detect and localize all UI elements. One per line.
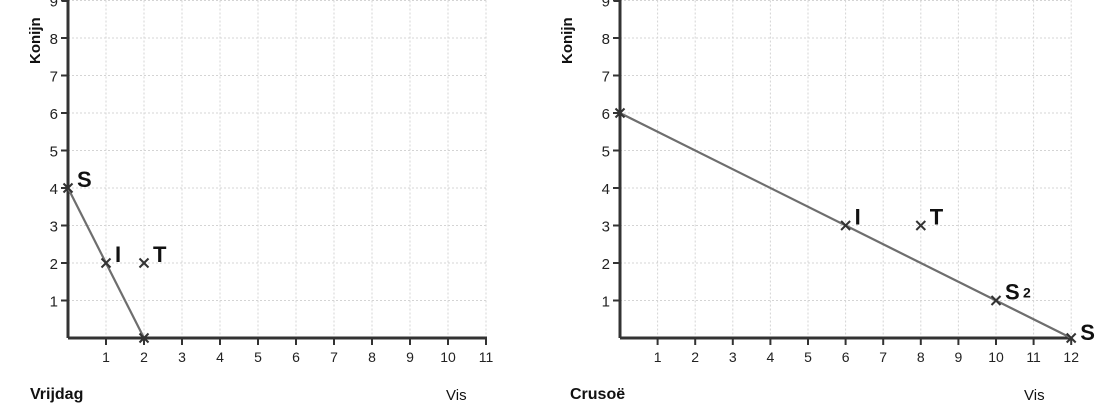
y-tick-label: 9 [602,0,610,11]
data-point [138,332,150,344]
data-point [614,107,626,119]
x-tick-label: 3 [178,349,186,365]
y-tick-label: 3 [602,219,610,236]
y-tick-label: 5 [602,144,610,161]
y-tick-label: 7 [50,69,58,86]
y-tick-label: 2 [602,256,610,273]
point-label: T [153,242,167,267]
y-tick-label: 4 [50,181,58,198]
cross-marker [1065,332,1077,344]
y-tick-label: 6 [50,106,58,123]
y-tick-label: 8 [50,31,58,48]
y-tick-label: 6 [602,106,610,123]
cross-marker [614,107,626,119]
cross-marker [840,220,851,231]
y-axis-label: Konijn [27,17,44,64]
y-tick-label: 9 [50,0,58,11]
x-tick-label: 9 [955,349,963,365]
cross-marker [62,182,74,194]
x-tick-label: 3 [729,349,737,365]
y-tick-label: 7 [602,69,610,86]
point-label: I [855,205,861,230]
y-tick-label: 1 [50,294,58,311]
point-label-subscript: 2 [1023,285,1031,301]
cross-marker [138,257,150,269]
point-label: S [77,167,92,192]
x-tick-label: 5 [804,349,812,365]
x-tick-label: 10 [440,349,456,365]
data-point: I [840,205,861,231]
x-tick-label: 11 [479,349,494,365]
x-tick-label: 6 [292,349,300,365]
data-point: I [100,242,121,269]
y-tick-label: 4 [602,181,610,198]
x-tick-label: 7 [879,349,887,365]
cross-marker [138,332,150,344]
y-tick-label: 3 [50,219,58,236]
x-tick-label: 8 [368,349,376,365]
x-tick-label: 4 [767,349,775,365]
chart-title: Vrijdag [30,386,83,403]
x-axis-label: Vis [1024,387,1045,404]
x-tick-label: 1 [654,349,662,365]
x-tick-label: 4 [216,349,224,365]
cross-marker [990,295,1002,306]
y-axis-label: Konijn [559,17,576,64]
x-tick-label: 7 [330,349,338,365]
cross-marker [915,220,927,231]
x-tick-label: 2 [691,349,699,365]
x-tick-label: 5 [254,349,262,365]
point-label: S [1005,280,1020,305]
x-tick-label: 8 [917,349,925,365]
x-tick-label: 9 [406,349,414,365]
x-tick-label: 11 [1026,349,1041,365]
chart-title: Crusoë [570,386,625,403]
y-tick-label: 1 [602,294,610,311]
x-tick-label: 2 [140,349,148,365]
x-tick-label: 10 [988,349,1004,365]
x-tick-label: 6 [842,349,850,365]
data-point: T [138,242,167,269]
data-point: S [1065,320,1095,345]
y-tick-label: 2 [50,256,58,273]
point-label: I [115,242,121,267]
data-point: T [915,205,944,231]
point-label: S [1080,320,1095,345]
point-label: T [930,205,944,230]
y-tick-label: 8 [602,31,610,48]
y-tick-label: 5 [50,144,58,161]
x-tick-label: 1 [102,349,110,365]
x-axis-label: Vis [446,387,467,404]
x-tick-label: 12 [1063,349,1079,365]
cross-marker [100,257,112,269]
data-point: S [62,167,92,194]
